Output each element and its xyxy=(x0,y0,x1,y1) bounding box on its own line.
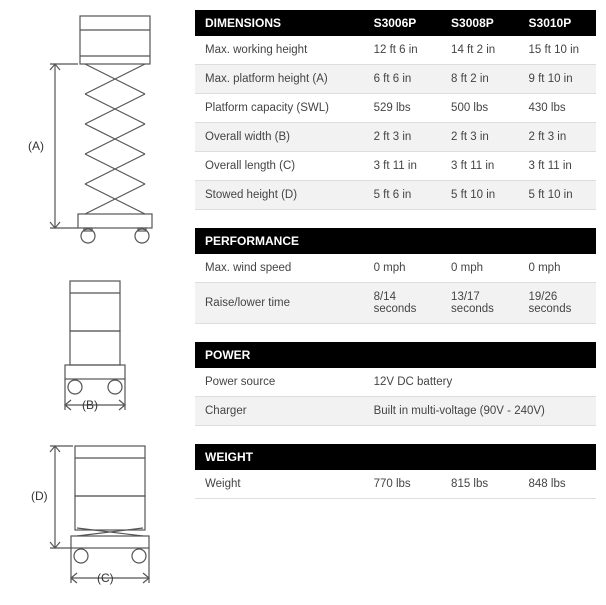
section-header: POWER xyxy=(195,342,364,368)
label-D: (D) xyxy=(31,489,48,503)
row-label: Charger xyxy=(195,397,364,426)
row-value: 8/14 seconds xyxy=(364,283,441,324)
label-A: (A) xyxy=(28,139,44,153)
row-value: 5 ft 10 in xyxy=(519,181,596,210)
label-C: (C) xyxy=(97,571,114,585)
row-value: 0 mph xyxy=(519,254,596,283)
table-row: Max. platform height (A)6 ft 6 in8 ft 2 … xyxy=(195,65,596,94)
row-value: 2 ft 3 in xyxy=(519,123,596,152)
row-value: 848 lbs xyxy=(519,470,596,499)
model-header-blank xyxy=(441,228,518,254)
diagram-extended: (A) xyxy=(20,10,170,255)
model-header: S3006P xyxy=(364,10,441,36)
model-header-blank xyxy=(519,228,596,254)
model-header-blank xyxy=(364,228,441,254)
row-value: 3 ft 11 in xyxy=(364,152,441,181)
row-label: Max. working height xyxy=(195,36,364,65)
page: (A) (B) xyxy=(0,0,606,605)
row-value: 815 lbs xyxy=(441,470,518,499)
row-label: Weight xyxy=(195,470,364,499)
row-value: 8 ft 2 in xyxy=(441,65,518,94)
row-value: 15 ft 10 in xyxy=(519,36,596,65)
row-value: 529 lbs xyxy=(364,94,441,123)
spec-table: POWER Power source12V DC batteryChargerB… xyxy=(195,342,596,426)
row-value: 770 lbs xyxy=(364,470,441,499)
table-row: Raise/lower time8/14 seconds13/17 second… xyxy=(195,283,596,324)
row-value: 19/26 seconds xyxy=(519,283,596,324)
model-header-blank xyxy=(364,444,441,470)
row-value: 13/17 seconds xyxy=(441,283,518,324)
model-header: S3008P xyxy=(441,10,518,36)
model-header-blank xyxy=(519,444,596,470)
table-row: Power source12V DC battery xyxy=(195,368,596,397)
table-row: Weight770 lbs815 lbs848 lbs xyxy=(195,470,596,499)
row-value: 5 ft 10 in xyxy=(441,181,518,210)
row-value: 0 mph xyxy=(364,254,441,283)
row-value: 500 lbs xyxy=(441,94,518,123)
row-value: 14 ft 2 in xyxy=(441,36,518,65)
table-row: Stowed height (D)5 ft 6 in5 ft 10 in5 ft… xyxy=(195,181,596,210)
row-label: Overall width (B) xyxy=(195,123,364,152)
table-row: Max. working height12 ft 6 in14 ft 2 in1… xyxy=(195,36,596,65)
row-value: 6 ft 6 in xyxy=(364,65,441,94)
row-value: Built in multi-voltage (90V - 240V) xyxy=(364,397,596,426)
model-header-blank xyxy=(519,342,596,368)
row-label: Power source xyxy=(195,368,364,397)
table-row: Max. wind speed0 mph0 mph0 mph xyxy=(195,254,596,283)
row-value: 5 ft 6 in xyxy=(364,181,441,210)
label-B: (B) xyxy=(82,398,98,412)
spec-table: DIMENSIONSS3006PS3008PS3010PMax. working… xyxy=(195,10,596,210)
row-value: 9 ft 10 in xyxy=(519,65,596,94)
table-row: Overall length (C)3 ft 11 in3 ft 11 in3 … xyxy=(195,152,596,181)
model-header-blank xyxy=(441,444,518,470)
tables-column: DIMENSIONSS3006PS3008PS3010PMax. working… xyxy=(195,10,596,595)
model-header: S3010P xyxy=(519,10,596,36)
spec-table: PERFORMANCE Max. wind speed0 mph0 mph0 m… xyxy=(195,228,596,324)
row-value: 12V DC battery xyxy=(364,368,596,397)
row-value: 0 mph xyxy=(441,254,518,283)
table-row: Platform capacity (SWL)529 lbs500 lbs430… xyxy=(195,94,596,123)
diagram-front: (B) xyxy=(40,275,150,420)
row-label: Overall length (C) xyxy=(195,152,364,181)
row-value: 2 ft 3 in xyxy=(441,123,518,152)
section-header: PERFORMANCE xyxy=(195,228,364,254)
diagrams-column: (A) (B) xyxy=(10,10,180,595)
row-value: 12 ft 6 in xyxy=(364,36,441,65)
spec-table: WEIGHT Weight770 lbs815 lbs848 lbs xyxy=(195,444,596,499)
section-header: WEIGHT xyxy=(195,444,364,470)
diagram-side: (D) (C) xyxy=(25,440,165,595)
table-row: Overall width (B)2 ft 3 in2 ft 3 in2 ft … xyxy=(195,123,596,152)
row-label: Stowed height (D) xyxy=(195,181,364,210)
row-value: 430 lbs xyxy=(519,94,596,123)
model-header-blank xyxy=(441,342,518,368)
row-label: Raise/lower time xyxy=(195,283,364,324)
row-value: 2 ft 3 in xyxy=(364,123,441,152)
section-header: DIMENSIONS xyxy=(195,10,364,36)
row-label: Platform capacity (SWL) xyxy=(195,94,364,123)
model-header-blank xyxy=(364,342,441,368)
row-label: Max. platform height (A) xyxy=(195,65,364,94)
row-label: Max. wind speed xyxy=(195,254,364,283)
row-value: 3 ft 11 in xyxy=(441,152,518,181)
row-value: 3 ft 11 in xyxy=(519,152,596,181)
table-row: ChargerBuilt in multi-voltage (90V - 240… xyxy=(195,397,596,426)
